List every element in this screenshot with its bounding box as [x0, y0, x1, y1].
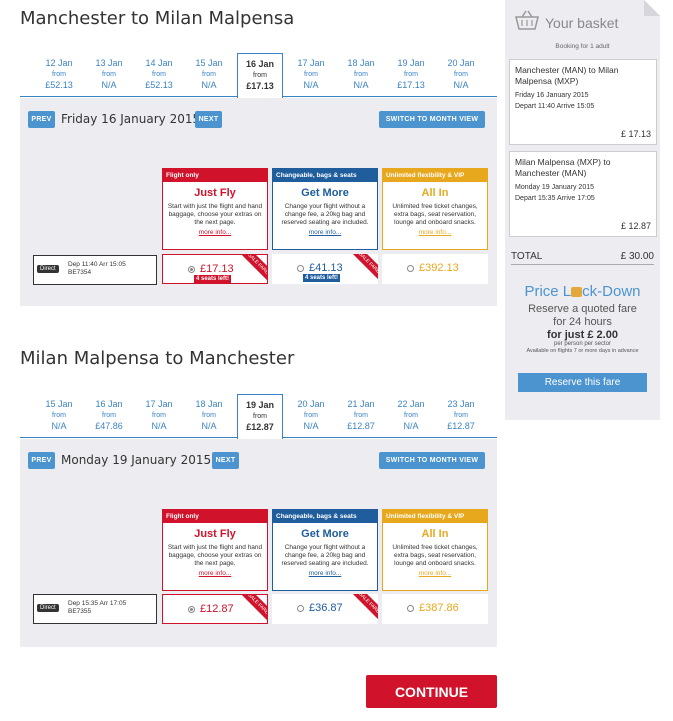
date-cell[interactable]: 20 Jan from N/A	[447, 58, 475, 90]
sale-fare-ribbon: SALE FARE	[238, 595, 267, 623]
more-info-link[interactable]: more info...	[418, 229, 452, 236]
price-option-just-fly[interactable]: £17.13 4 seats left! SALE FARE	[162, 254, 268, 284]
radio-button[interactable]	[407, 605, 414, 612]
direct-badge: Direct	[37, 604, 59, 612]
more-info-link[interactable]: more info...	[308, 229, 342, 236]
inbound-panel: PREV Monday 19 January 2015 NEXT SWITCH …	[20, 439, 497, 647]
radio-button[interactable]	[297, 265, 304, 272]
price-option-all-in[interactable]: £392.13	[382, 254, 488, 284]
date-cell[interactable]: 21 Jan from £12.87	[347, 399, 375, 431]
outbound-date-strip: 12 Jan from £52.13 13 Jan from N/A 14 Jan fro…	[20, 53, 497, 98]
date-cell[interactable]: 19 Jan from £17.13	[397, 58, 425, 90]
date-cell[interactable]: 12 Jan from £52.13	[45, 58, 73, 90]
fare-card-just-fly: Flight only Just Fly Start with just the…	[162, 509, 268, 591]
date-cell[interactable]: 22 Jan from N/A	[397, 399, 425, 431]
next-button[interactable]: NEXT	[212, 452, 239, 469]
selected-date: Monday 19 January 2015	[61, 453, 212, 467]
booking-for: Booking for 1 adult	[555, 43, 610, 50]
reserve-fare-button[interactable]: Reserve this fare	[518, 373, 647, 392]
date-cell[interactable]: 20 Jan from N/A	[297, 399, 325, 431]
inbound-date-strip: 15 Jan from N/A 16 Jan from £47.86 17 Jan fro…	[20, 394, 497, 439]
date-cell[interactable]: 18 Jan from N/A	[195, 399, 223, 431]
fare-card-all-in: Unlimited flexibility & VIP All In Unlim…	[382, 509, 488, 591]
date-cell[interactable]: 17 Jan from N/A	[297, 58, 325, 90]
basket-leg: Milan Malpensa (MXP) to Manchester (MAN)…	[509, 151, 657, 237]
sale-fare-ribbon: SALE FARE	[238, 255, 267, 283]
basket-total: TOTAL £ 30.00	[511, 251, 654, 265]
seats-left-badge: 4 seats left!	[303, 274, 341, 282]
prev-button[interactable]: PREV	[28, 452, 55, 469]
inbound-title: Milan Malpensa to Manchester	[20, 348, 295, 369]
date-cell[interactable]: 14 Jan from £52.13	[145, 58, 173, 90]
date-cell[interactable]: 16 Jan from £47.86	[95, 399, 123, 431]
next-button[interactable]: NEXT	[195, 111, 222, 128]
date-cell[interactable]: 23 Jan from £12.87	[447, 399, 475, 431]
sale-fare-ribbon: SALE FARE	[349, 594, 378, 623]
price-option-get-more[interactable]: £41.13 4 seats left! SALE FARE	[272, 254, 378, 284]
date-cell[interactable]: 13 Jan from N/A	[95, 58, 123, 90]
continue-button[interactable]: CONTINUE	[366, 675, 497, 708]
prev-button[interactable]: PREV	[28, 111, 55, 128]
price-option-get-more[interactable]: £36.87 SALE FARE	[272, 594, 378, 624]
date-cell[interactable]: 17 Jan from N/A	[145, 399, 173, 431]
outbound-panel: PREV Friday 16 January 2015 NEXT SWITCH …	[20, 98, 497, 306]
fare-card-all-in: Unlimited flexibility & VIP All In Unlim…	[382, 168, 488, 250]
date-cell-selected[interactable]: 19 Jan from £12.87	[237, 394, 283, 439]
fare-card-get-more: Changeable, bags & seats Get More Change…	[272, 509, 378, 591]
date-cell[interactable]: 15 Jan from N/A	[45, 399, 73, 431]
more-info-link[interactable]: more info...	[418, 570, 452, 577]
outbound-title: Manchester to Milan Malpensa	[20, 8, 295, 29]
lock-icon	[571, 287, 583, 297]
basket-title: Your basket	[545, 15, 619, 31]
selected-date: Friday 16 January 2015	[61, 112, 201, 126]
radio-button[interactable]	[188, 606, 195, 613]
month-view-button[interactable]: SWITCH TO MONTH VIEW	[379, 111, 485, 128]
radio-button[interactable]	[297, 605, 304, 612]
price-option-all-in[interactable]: £387.86	[382, 594, 488, 624]
fare-card-just-fly: Flight only Just Fly Start with just the…	[162, 168, 268, 250]
more-info-link[interactable]: more info...	[198, 570, 232, 577]
date-cell[interactable]: 18 Jan from N/A	[347, 58, 375, 90]
radio-button[interactable]	[407, 265, 414, 272]
more-info-link[interactable]: more info...	[198, 229, 232, 236]
price-option-just-fly[interactable]: £12.87 SALE FARE	[162, 594, 268, 624]
sale-fare-ribbon: SALE FARE	[349, 254, 378, 283]
more-info-link[interactable]: more info...	[308, 570, 342, 577]
date-cell-selected[interactable]: 16 Jan from £17.13	[237, 53, 283, 98]
month-view-button[interactable]: SWITCH TO MONTH VIEW	[379, 452, 485, 469]
radio-button[interactable]	[188, 266, 195, 273]
basket-leg: Manchester (MAN) to Milan Malpensa (MXP)…	[509, 59, 657, 145]
basket-icon	[515, 10, 539, 30]
fare-card-get-more: Changeable, bags & seats Get More Change…	[272, 168, 378, 250]
flight-info: Direct Dep 15:35 Arr 17:05 BE7355	[33, 594, 157, 624]
flight-info: Direct Dep 11:40 Arr 15:05 BE7354	[33, 255, 157, 285]
direct-badge: Direct	[37, 265, 59, 273]
date-cell[interactable]: 15 Jan from N/A	[195, 58, 223, 90]
basket-sidebar: Your basket Booking for 1 adult Manchest…	[505, 0, 660, 420]
seats-left-badge: 4 seats left!	[194, 275, 232, 283]
